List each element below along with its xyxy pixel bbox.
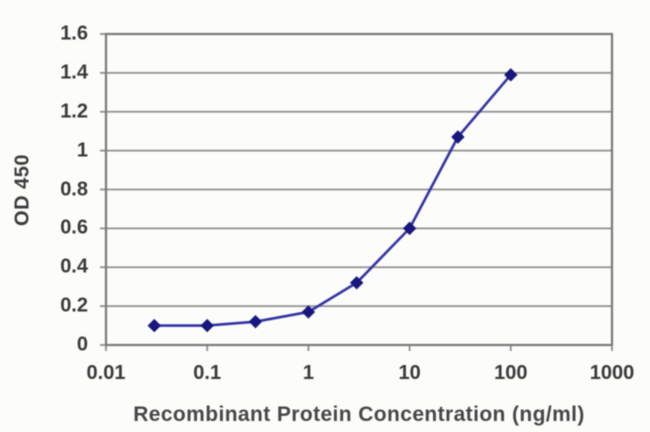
y-tick-label: 0.8 [60,178,88,200]
x-tick-label: 1000 [589,362,635,384]
y-tick-label: 1.6 [60,22,88,45]
x-axis-title: Recombinant Protein Concentration (ng/ml… [133,403,585,426]
data-point-marker [200,318,214,333]
data-point-marker [349,276,364,290]
y-tick-label: 1.4 [60,61,88,84]
series-line [154,73,512,327]
data-point-marker [147,318,161,333]
y-tick-label: 0.2 [60,294,88,317]
y-tick-label: 0.4 [60,255,88,278]
data-point-marker [402,221,417,236]
x-tick-label: 0.1 [193,362,222,384]
y-tick-label: 1.2 [60,100,88,123]
data-point-marker [451,130,465,144]
y-tick-label: 0 [76,333,88,356]
plot-border [104,32,614,347]
x-tick-label: 0.01 [86,362,126,384]
y-axis-title: OD 450 [11,154,34,226]
data-point-marker [504,68,518,82]
x-tick-label: 10 [398,362,421,384]
y-tick-label: 0.6 [60,216,88,239]
data-point-marker [301,305,316,319]
data-point-marker [248,314,263,329]
y-tick-label: 1 [76,139,88,162]
x-tick-label: 1 [302,362,314,384]
x-tick-label: 100 [494,362,528,384]
